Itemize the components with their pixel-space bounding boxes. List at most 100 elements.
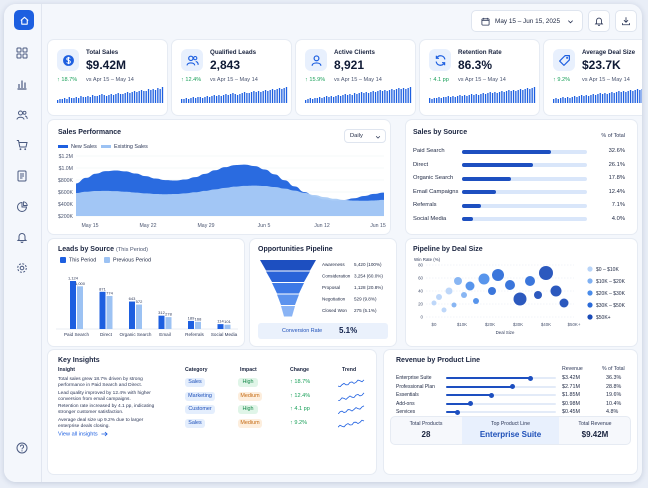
- this-period-value: 312: [158, 310, 165, 315]
- top-product-line-block: Top Product Line Enterprise Suite: [462, 417, 559, 444]
- trend-line: [338, 405, 365, 414]
- revenue-row[interactable]: Professional Plan $2.71M 28.8%: [384, 384, 637, 392]
- kpi-spark-bar: [63, 98, 66, 103]
- kpi-sparkline: [429, 87, 536, 103]
- y-tick-label: $1.0M: [59, 166, 73, 172]
- view-all-insights-link[interactable]: View all insights: [58, 431, 108, 437]
- download-button[interactable]: [615, 10, 637, 32]
- source-row[interactable]: Organic Search 17.8%: [406, 175, 637, 186]
- kpi-card[interactable]: Active Clients 8,921 ↑ 15.9% vs Apr 15 – Ma…: [296, 40, 415, 115]
- sidebar-item-clients[interactable]: [15, 108, 29, 122]
- insight-row[interactable]: Total sales grew 18.7% driven by strong p…: [48, 377, 376, 390]
- revenue-row[interactable]: Essentials $1.85M 19.6%: [384, 392, 637, 400]
- sidebar-item-overview[interactable]: [15, 46, 29, 60]
- kpi-spark-bar: [498, 92, 501, 103]
- sidebar-item-analytics[interactable]: [15, 77, 29, 91]
- source-row[interactable]: Direct 26.1%: [406, 162, 637, 173]
- revenue-row[interactable]: Enterprise Suite $3.42M 36.3%: [384, 375, 637, 383]
- kpi-spark-bar: [433, 98, 435, 103]
- category-badge: Marketing: [185, 391, 215, 401]
- insight-row[interactable]: Lead quality improved by 12.4% with high…: [48, 391, 376, 404]
- kpi-sparkline: [553, 89, 642, 103]
- deal-bubble: [445, 287, 453, 295]
- date-range-picker[interactable]: May 15 – Jun 15, 2025: [471, 10, 583, 32]
- trend-sparkline: [338, 379, 365, 387]
- x-tick-label: $10K: [457, 322, 467, 327]
- kpi-spark-bar: [234, 94, 236, 103]
- sidebar-item-settings[interactable]: [15, 261, 29, 275]
- kpi-spark-bar: [145, 91, 147, 103]
- leads-subtitle-text: (This Period): [115, 247, 149, 253]
- previous-period-bar: [106, 295, 113, 329]
- sidebar-item-alerts[interactable]: [15, 230, 29, 244]
- deal-bubble: [488, 287, 496, 295]
- kpi-spark-bar: [636, 89, 639, 103]
- kpi-card[interactable]: Retention Rate 86.3% ↑ 4.1 pp vs Apr 15 – M…: [420, 40, 539, 115]
- legend-existing-sales-label: Existing Sales: [114, 144, 148, 150]
- existing-sales-area: [76, 185, 384, 216]
- source-bar-fill: [462, 203, 482, 208]
- revenue-pct-header: % of Total: [602, 366, 625, 372]
- funnel-stage-label: Negotiation: [322, 297, 346, 302]
- source-row[interactable]: Referrals 7.1%: [406, 202, 637, 213]
- user-icon: [311, 54, 321, 66]
- category-badge: Customer: [185, 405, 215, 414]
- notifications-button[interactable]: [588, 10, 610, 32]
- document-icon: [17, 170, 27, 182]
- kpi-card[interactable]: Average Deal Size $23.7K ↑ 9.2% vs Apr 15 –…: [544, 40, 642, 115]
- sidebar-item-help[interactable]: [15, 441, 29, 455]
- kpi-spark-bar: [351, 95, 353, 103]
- legend-label: $20K – $30K: [596, 291, 626, 297]
- insight-text-line2: stronger customer satisfaction.: [58, 410, 124, 415]
- category-label: Paid Search: [64, 332, 89, 337]
- kpi-spark-bar: [379, 90, 381, 103]
- legend-swatch: [587, 266, 593, 272]
- source-row[interactable]: Email Campaigns 12.4%: [406, 189, 637, 200]
- opportunities-pipeline-title: Opportunities Pipeline: [258, 246, 333, 253]
- source-row[interactable]: Paid Search 32.6%: [406, 148, 637, 159]
- refresh-icon: [435, 54, 445, 66]
- sidebar-item-insights[interactable]: [15, 200, 29, 214]
- kpi-spark-bar: [66, 99, 68, 103]
- total-products-value: 28: [421, 430, 431, 439]
- kpi-spark-bar: [187, 99, 190, 103]
- kpi-spark-bar: [133, 91, 136, 103]
- kpi-sparkline: [181, 87, 288, 103]
- legend-new-sales: New Sales: [58, 144, 97, 150]
- y-tick-label: 60: [418, 276, 423, 281]
- insight-row[interactable]: Retention rate increased by 4.1 pp, indi…: [48, 404, 376, 417]
- kpi-card[interactable]: Qualified Leads 2,843 ↑ 12.4% vs Apr 15 – M…: [172, 40, 291, 115]
- kpi-spark-bar: [243, 92, 246, 103]
- granularity-dropdown[interactable]: Daily: [344, 129, 386, 143]
- legend-label: $10K – $20K: [596, 279, 626, 285]
- revenue-row[interactable]: Add-ons $0.98M 10.4%: [384, 401, 637, 409]
- arrow-right-icon: [101, 431, 108, 437]
- kpi-spark-bar: [131, 92, 133, 103]
- product-revenue: $2.71M: [562, 383, 580, 390]
- kpi-spark-bar: [405, 89, 407, 103]
- source-value: 26.1%: [608, 161, 625, 168]
- kpi-spark-bar: [197, 97, 199, 103]
- sidebar-item-reports[interactable]: [15, 169, 29, 183]
- kpi-spark-bar: [346, 95, 349, 103]
- kpi-spark-bar: [508, 90, 510, 103]
- revenue-row[interactable]: Services $0.45M 4.8%: [384, 409, 637, 417]
- kpi-card[interactable]: Total Sales $9.42M ↑ 18.7% vs Apr 15 – May …: [48, 40, 167, 115]
- insight-text-line1: Total sales grew 18.7% driven by strong: [58, 377, 143, 382]
- sidebar-item-orders[interactable]: [15, 138, 29, 152]
- kpi-comparison: vs Apr 15 – May 14: [210, 77, 258, 83]
- legend-new-sales-label: New Sales: [71, 144, 97, 150]
- revenue-bar-fill: [446, 402, 471, 405]
- home-button[interactable]: [14, 10, 34, 30]
- insight-row[interactable]: Average deal size up 9.2% due to larger e…: [48, 418, 376, 431]
- kpi-spark-bar: [220, 96, 222, 103]
- kpi-spark-bar: [639, 90, 641, 103]
- kpi-spark-bar: [218, 95, 220, 103]
- kpi-spark-bar: [398, 88, 400, 103]
- y-tick-label: 40: [418, 289, 423, 294]
- source-row[interactable]: Social Media 4.0%: [406, 216, 637, 227]
- kpi-spark-bar: [222, 95, 225, 103]
- kpi-spark-bar: [622, 91, 625, 103]
- kpi-spark-bar: [285, 87, 288, 103]
